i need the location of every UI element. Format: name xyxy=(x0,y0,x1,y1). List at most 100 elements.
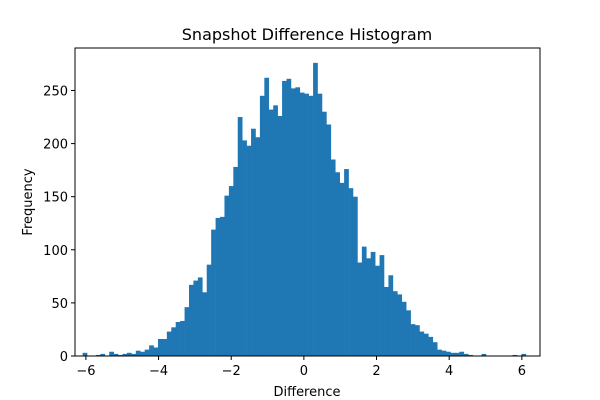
histogram-bar xyxy=(233,166,239,356)
x-tick-label: −2 xyxy=(222,364,241,379)
histogram-bar xyxy=(259,95,265,356)
histogram-bar xyxy=(197,277,203,356)
histogram-bar xyxy=(126,352,132,356)
histogram-bar xyxy=(264,77,270,357)
y-axis-label: Frequency xyxy=(21,168,36,235)
histogram-bar xyxy=(157,339,163,356)
histogram-bar xyxy=(282,80,287,357)
y-tick-label: 150 xyxy=(43,191,68,206)
histogram-bar xyxy=(251,128,256,356)
histogram-bar xyxy=(437,349,442,356)
histogram-bar xyxy=(180,320,185,356)
histogram-bar xyxy=(273,105,278,356)
histogram-bar xyxy=(335,172,340,356)
histogram-bar xyxy=(406,310,411,356)
y-tick-label: 200 xyxy=(43,138,68,153)
histogram-bar xyxy=(392,291,398,356)
histogram-bar xyxy=(211,229,216,356)
histogram-bar xyxy=(100,353,106,356)
histogram-bar xyxy=(224,195,230,356)
histogram-bar xyxy=(140,351,145,356)
histogram-bar xyxy=(450,352,456,356)
histogram-bar xyxy=(277,115,283,356)
x-tick-label: −6 xyxy=(76,364,95,379)
histogram-bar xyxy=(304,93,309,357)
histogram-bar xyxy=(215,217,221,356)
histogram-bar xyxy=(410,324,416,356)
histogram-bar xyxy=(388,275,394,356)
histogram-bar xyxy=(228,186,234,356)
x-tick-label: 0 xyxy=(300,364,308,379)
histogram-bar xyxy=(220,216,225,356)
histogram-bar xyxy=(82,352,88,356)
histogram-bar xyxy=(135,350,141,356)
histogram-bar xyxy=(432,342,438,356)
histogram-bar xyxy=(459,351,465,356)
histogram-bar xyxy=(415,325,420,356)
histogram-bar xyxy=(122,353,128,356)
histogram-bar xyxy=(193,280,199,356)
histogram-bar xyxy=(308,95,314,356)
histogram-bar xyxy=(419,331,425,356)
y-tick-label: 0 xyxy=(60,350,68,365)
histogram-bar xyxy=(95,354,101,356)
histogram-bar xyxy=(295,87,301,357)
histogram-bar xyxy=(375,265,380,356)
histogram-bar xyxy=(348,188,354,356)
histogram-bar xyxy=(384,286,389,356)
histogram-bar xyxy=(189,284,194,356)
histogram-bar xyxy=(521,353,527,356)
histogram-bar xyxy=(379,255,385,356)
histogram-bar xyxy=(401,301,407,356)
histogram-bar xyxy=(184,307,190,356)
histogram-bar xyxy=(446,351,451,356)
plot-area-frame xyxy=(74,47,541,357)
histogram-bar xyxy=(317,93,323,357)
x-tick-label: 2 xyxy=(372,364,380,379)
histogram-bar xyxy=(109,351,114,356)
histogram-bar xyxy=(512,354,518,356)
histogram-bar xyxy=(423,333,429,356)
histogram-bar xyxy=(166,331,172,356)
histogram-bar xyxy=(370,251,376,356)
histogram-bar xyxy=(428,336,434,356)
histogram-bar xyxy=(339,182,345,356)
histogram-bar xyxy=(352,196,358,356)
histogram-bar xyxy=(131,353,137,356)
histogram-bar xyxy=(357,262,363,356)
histogram-bar xyxy=(299,92,305,357)
histogram-bar xyxy=(468,354,473,356)
histogram-bar xyxy=(268,109,274,356)
histogram-bar xyxy=(313,62,318,357)
histogram-bar xyxy=(162,339,168,356)
histogram-bar xyxy=(202,292,208,356)
y-tick-label: 100 xyxy=(43,244,68,259)
histogram-bar xyxy=(326,124,332,356)
histogram-bar xyxy=(175,322,181,356)
histogram-bar xyxy=(153,347,159,356)
histogram-bar xyxy=(255,137,261,356)
histogram-bar xyxy=(237,117,243,356)
histogram-bar xyxy=(286,78,292,357)
histogram-bar xyxy=(463,353,469,356)
histogram-bar xyxy=(171,327,176,356)
histogram-bar xyxy=(481,353,487,356)
chart-title: Snapshot Difference Histogram xyxy=(182,25,432,44)
histogram-bar xyxy=(290,88,296,357)
histogram-bar xyxy=(321,111,327,356)
histogram-bar xyxy=(242,140,247,356)
histogram-bar xyxy=(149,345,154,356)
histogram-bars xyxy=(82,62,527,357)
histogram-bar xyxy=(330,159,336,356)
x-axis-ticks: −6 −4 −2 0 2 4 6 xyxy=(76,356,526,379)
histogram-bar xyxy=(397,294,403,356)
histogram-bar xyxy=(361,246,367,356)
histogram-bar xyxy=(118,354,123,356)
y-tick-label: 250 xyxy=(43,84,68,99)
histogram-bar xyxy=(441,350,447,356)
x-tick-label: −4 xyxy=(149,364,168,379)
x-axis-label: Difference xyxy=(273,385,340,400)
histogram-bar xyxy=(344,169,349,356)
histogram-bar xyxy=(246,145,252,356)
